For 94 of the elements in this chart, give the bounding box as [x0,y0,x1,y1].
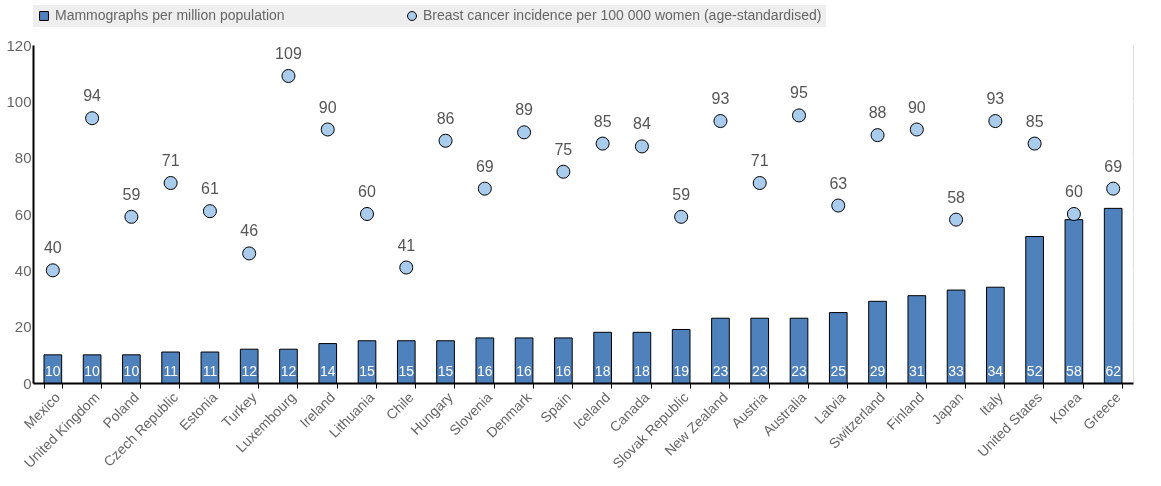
point [870,128,885,143]
point [752,176,767,191]
point [909,122,924,137]
data-label: 34 [987,363,1004,379]
legend-label: Mammographs per million population [55,7,285,23]
data-label: 85 [1025,112,1044,130]
data-label: 23 [712,363,729,379]
point [242,246,257,261]
data-label: 85 [593,112,612,130]
point [320,122,335,137]
y-tick-label: 60 [14,205,32,223]
point [477,181,492,196]
data-label: 94 [83,87,102,105]
data-label: 93 [711,90,730,108]
point [713,114,728,129]
point [949,212,964,227]
point [595,136,610,151]
data-label: 59 [672,185,691,203]
point [634,139,649,154]
point [163,176,178,191]
point [399,260,414,275]
data-label: 33 [948,363,965,379]
data-label: 46 [240,222,259,240]
point [45,263,60,278]
data-label: 23 [751,363,768,379]
data-label: 58 [1066,363,1082,379]
y-tick-label: 20 [14,318,32,336]
data-label: 16 [477,363,493,379]
data-label: 69 [1104,157,1123,175]
data-label: 84 [633,115,651,133]
point [988,114,1003,129]
data-label: 86 [436,109,455,127]
data-label: 109 [275,44,302,62]
point [202,204,217,219]
y-tick-label: 0 [23,374,32,392]
point [438,133,453,148]
data-label: 93 [986,90,1005,108]
point [1106,181,1121,196]
point [791,108,807,123]
data-label: 63 [829,174,848,192]
data-label: 62 [1105,363,1122,379]
data-label: 12 [241,363,258,379]
data-label: 52 [1026,363,1043,379]
y-tick-label: 80 [14,149,32,167]
data-label: 10 [84,363,101,379]
data-label: 40 [43,239,62,257]
data-label: 31 [909,363,925,379]
data-label: 18 [634,363,650,379]
point [674,209,689,224]
y-tick-label: 100 [6,92,32,110]
data-label: 59 [122,185,141,203]
data-label: 16 [516,363,533,379]
data-label: 16 [555,363,572,379]
point [85,111,100,126]
y-tick-label: 120 [6,36,32,54]
data-label: 29 [869,363,886,379]
point [281,68,296,83]
data-label: 41 [397,236,416,254]
point [1066,206,1081,222]
point [831,198,846,213]
data-label: 10 [123,363,140,379]
data-label: 69 [475,157,494,175]
data-label: 90 [907,98,926,116]
data-label: 60 [358,183,377,200]
point [1027,136,1042,151]
point [359,206,375,222]
data-label: 11 [163,363,179,379]
data-label: 60 [1065,183,1083,200]
data-label: 75 [554,140,573,158]
point [556,164,571,179]
data-label: 89 [515,101,534,119]
data-label: 14 [319,363,336,379]
data-label: 88 [868,104,887,122]
data-label: 95 [790,84,808,102]
data-label: 58 [947,188,966,206]
point [124,209,139,224]
data-label: 15 [398,363,415,379]
data-label: 23 [791,363,807,379]
x-tick-label: Italy [976,389,1006,419]
data-label: 15 [359,363,375,379]
y-tick-label: 40 [14,261,32,279]
data-label: 25 [830,363,847,379]
data-label: 15 [437,363,454,379]
legend-label: Breast cancer incidence per 100 000 women (age-standardised) [423,7,822,23]
data-label: 71 [161,152,180,170]
point [517,125,532,140]
data-label: 61 [201,180,219,198]
data-label: 10 [45,363,61,379]
data-label: 71 [750,152,769,170]
data-label: 12 [280,363,297,379]
data-label: 11 [202,363,218,379]
data-label: 19 [673,363,690,379]
data-label: 90 [318,98,337,116]
data-label: 18 [594,363,611,379]
